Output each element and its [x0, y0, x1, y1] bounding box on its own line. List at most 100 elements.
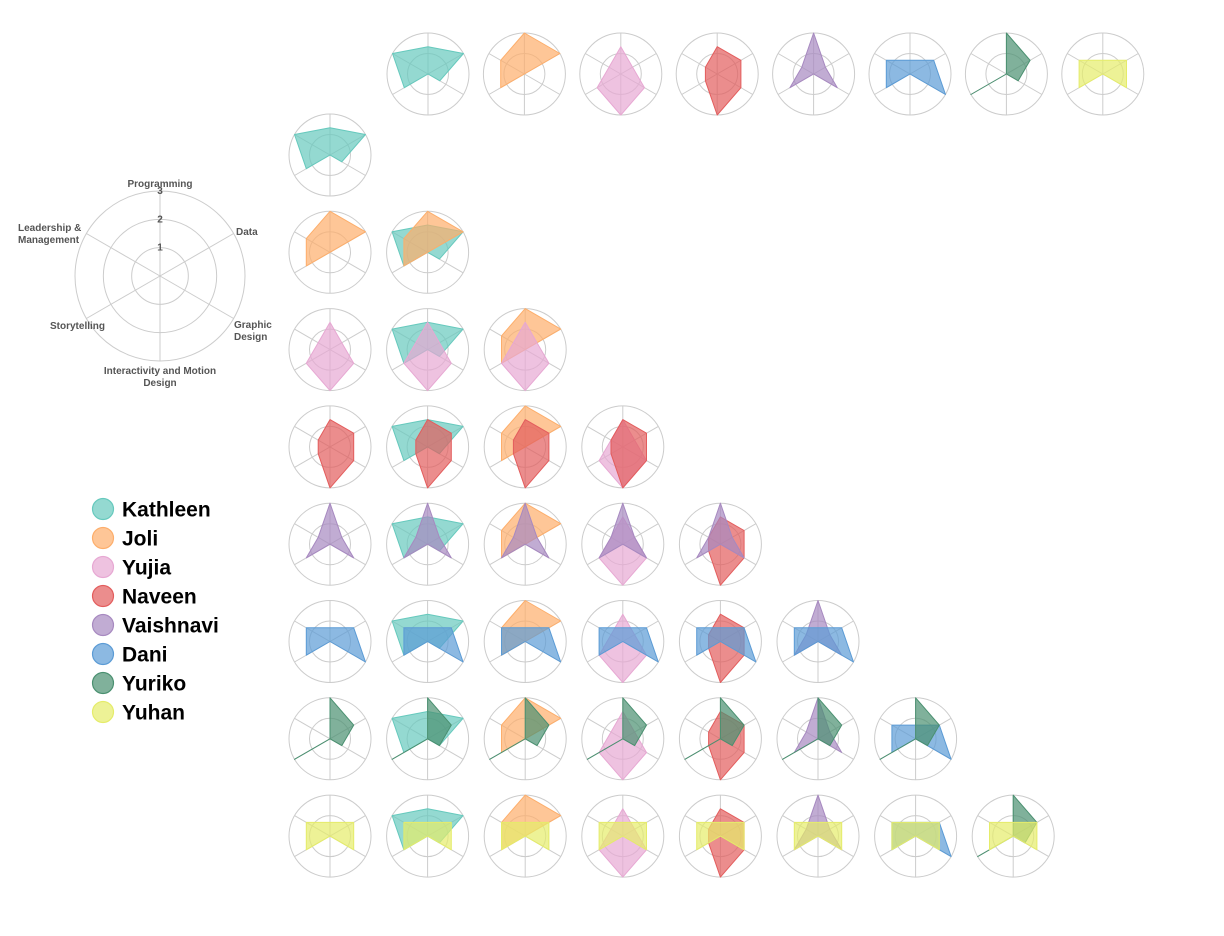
top-radar-joli — [482, 32, 566, 116]
matrix-cell-naveen-joli — [386, 405, 470, 489]
matrix-cell-yuhan-yuriko — [874, 794, 958, 878]
radar-shape-naveen — [512, 419, 550, 489]
legend-swatch — [91, 613, 115, 637]
legend-label: Vaishnavi — [122, 615, 219, 638]
radar-shape-yujia — [403, 321, 452, 392]
axis-label: Leadership & Management — [18, 223, 81, 246]
legend-label: Kathleen — [122, 499, 211, 522]
matrix-cell-vaishnavi-naveen — [581, 502, 665, 586]
radar-shape-vaishnavi — [501, 502, 550, 559]
legend-item-kathleen: Kathleen — [91, 497, 211, 522]
matrix-cell-yuriko-naveen — [581, 697, 665, 781]
radar-shape-yuriko — [586, 697, 647, 760]
top-radar-yuhan — [1061, 32, 1145, 116]
matrix-cell-naveen-kathleen — [288, 405, 372, 489]
axis-label: Data — [236, 227, 258, 238]
radar-shape-joli — [500, 32, 561, 89]
radar-shape-dani — [501, 627, 562, 663]
radar-shape-kathleen — [294, 127, 366, 170]
grid-spoke — [159, 233, 234, 277]
legend-item-joli: Joli — [91, 526, 158, 551]
radar-shape-yuriko — [684, 697, 745, 760]
radar-shape-kathleen — [392, 46, 464, 89]
matrix-cell-naveen-yujia — [483, 405, 567, 489]
radar-shape-yuhan — [598, 821, 647, 851]
matrix-cell-yuhan-joli — [386, 794, 470, 878]
top-radar-yujia — [579, 32, 663, 116]
matrix-cell-yuriko-dani — [776, 697, 860, 781]
radar-shape-dani — [885, 59, 946, 95]
matrix-cell-joli-kathleen — [288, 210, 372, 294]
matrix-cell-yuriko-joli — [386, 697, 470, 781]
tick-label: 2 — [157, 214, 163, 225]
matrix-cell-yuriko-yujia — [483, 697, 567, 781]
radar-shape-naveen — [415, 419, 452, 489]
radar-shape-dani — [598, 627, 659, 663]
grid-spoke — [294, 717, 331, 740]
matrix-cell-vaishnavi-joli — [386, 502, 470, 586]
legend-swatch — [91, 555, 115, 579]
matrix-cell-yuhan-vaishnavi — [678, 794, 762, 878]
matrix-cell-yuriko-yuriko — [874, 697, 958, 781]
matrix-cell-dani-kathleen — [288, 600, 372, 683]
matrix-cell-yuhan-yujia — [483, 794, 567, 878]
radar-shape-dani — [403, 627, 464, 663]
legend-label: Naveen — [122, 586, 197, 609]
matrix-cell-yujia-joli — [386, 308, 470, 392]
radar-shape-naveen — [317, 419, 355, 489]
matrix-cell-dani-yujia — [483, 600, 567, 683]
radar-shape-yuhan — [403, 821, 452, 851]
radar-shape-dani — [305, 627, 366, 663]
legend-item-naveen: Naveen — [91, 584, 197, 609]
radar-shape-vaishnavi — [789, 32, 838, 89]
legend: Kathleen Joli Yujia Naveen Vaishnavi Dani Yuri… — [91, 497, 219, 725]
radar-shape-yuhan — [793, 821, 843, 851]
top-radar-kathleen — [386, 32, 470, 116]
axis-label: Programming — [127, 179, 192, 190]
radar-shape-yuriko — [782, 697, 843, 760]
legend-item-yuriko: Yuriko — [91, 671, 186, 696]
axis-label: Storytelling — [50, 321, 105, 332]
legend-label: Joli — [122, 528, 158, 551]
legend-item-yuhan: Yuhan — [91, 700, 185, 725]
radar-shape-naveen — [704, 46, 742, 116]
axis-label: Graphic Design — [234, 320, 272, 343]
legend-item-vaishnavi: Vaishnavi — [91, 613, 219, 638]
legend-label: Yuriko — [122, 673, 186, 696]
radar-shape-yuhan — [891, 821, 940, 851]
radar-shape-yujia — [596, 46, 645, 116]
matrix-cell-yuhan-dani — [776, 794, 860, 878]
radar-shape-yuhan — [305, 821, 355, 851]
radar-shape-vaishnavi — [403, 502, 452, 559]
radar-shape-yuhan — [1078, 59, 1127, 89]
grid-spoke — [86, 233, 161, 277]
matrix-cell-yuhan-kathleen — [288, 794, 372, 878]
matrix-cell-dani-naveen — [581, 600, 665, 683]
radar-shape-yuriko — [970, 32, 1031, 95]
radar-shape-yujia — [501, 321, 550, 392]
radar-shape-yuhan — [989, 821, 1038, 851]
legend-swatch — [91, 497, 115, 521]
matrix-cell-yujia-yujia — [483, 308, 567, 392]
legend-swatch — [91, 642, 115, 666]
legend-swatch — [91, 700, 115, 724]
radar-shape-joli — [305, 210, 366, 267]
legend-swatch — [91, 671, 115, 695]
top-radar-dani — [868, 32, 952, 116]
top-row-radars — [386, 32, 1145, 116]
legend-swatch — [91, 584, 115, 608]
radar-shape-vaishnavi — [696, 502, 745, 559]
radar-shape-yujia — [305, 321, 355, 392]
legend-item-dani: Dani — [91, 642, 168, 667]
top-radar-naveen — [675, 32, 759, 116]
radar-shape-dani — [696, 627, 757, 663]
matrix-cell-vaishnavi-yujia — [483, 502, 567, 586]
radar-shape-yuhan — [501, 821, 550, 851]
tick-label: 1 — [157, 243, 163, 254]
matrix-cell-yujia-kathleen — [288, 308, 372, 392]
grid-spoke — [86, 275, 161, 319]
top-radar-vaishnavi — [772, 32, 856, 116]
legend-label: Yujia — [122, 557, 171, 580]
grid-spoke — [329, 251, 366, 274]
